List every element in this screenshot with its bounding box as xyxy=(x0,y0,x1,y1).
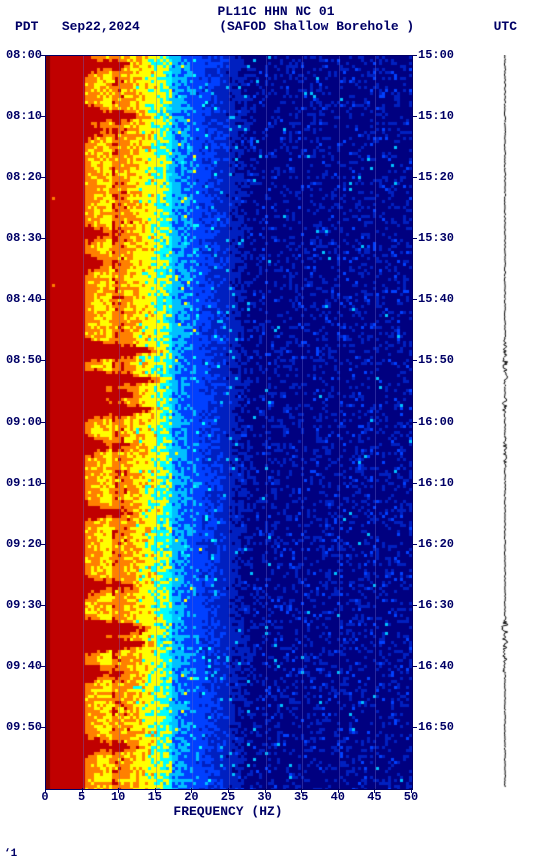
y-left-label: 09:10 xyxy=(2,476,42,490)
x-axis-title: FREQUENCY (HZ) xyxy=(45,804,411,819)
waveform-canvas xyxy=(500,55,510,788)
station-label: (SAFOD Shallow Borehole ) xyxy=(219,19,414,34)
y-left-label: 08:40 xyxy=(2,292,42,306)
waveform-trace xyxy=(500,55,510,788)
y-right-label: 16:20 xyxy=(418,537,458,551)
x-axis-labels: 05101520253035404550 xyxy=(45,790,411,805)
y-right-label: 16:00 xyxy=(418,415,458,429)
x-label: 20 xyxy=(184,790,198,804)
x-label: 50 xyxy=(404,790,418,804)
chart-subheader: PDT Sep22,2024 (SAFOD Shallow Borehole )… xyxy=(0,19,552,34)
y-left-label: 08:30 xyxy=(2,231,42,245)
x-label: 15 xyxy=(148,790,162,804)
y-right-label: 16:40 xyxy=(418,659,458,673)
y-right-label: 16:10 xyxy=(418,476,458,490)
chart-title: PL11C HHN NC 01 xyxy=(0,4,552,19)
spectrogram-canvas xyxy=(46,56,412,789)
y-right-label: 15:30 xyxy=(418,231,458,245)
x-label: 5 xyxy=(78,790,85,804)
y-axis-right-utc: 15:0015:1015:2015:3015:4015:5016:0016:10… xyxy=(418,55,458,788)
left-tz-label: PDT xyxy=(15,19,38,34)
chart-header: PL11C HHN NC 01 PDT Sep22,2024 (SAFOD Sh… xyxy=(0,4,552,34)
y-left-label: 08:10 xyxy=(2,109,42,123)
date-label: Sep22,2024 xyxy=(62,19,140,34)
x-label: 40 xyxy=(331,790,345,804)
y-right-label: 16:30 xyxy=(418,598,458,612)
y-right-label: 15:10 xyxy=(418,109,458,123)
corner-mark: ‘1 xyxy=(4,848,17,860)
y-left-label: 08:50 xyxy=(2,353,42,367)
y-left-label: 09:50 xyxy=(2,720,42,734)
y-right-label: 15:40 xyxy=(418,292,458,306)
y-left-label: 08:20 xyxy=(2,170,42,184)
y-ticks-right xyxy=(412,55,417,788)
spectrogram-plot xyxy=(45,55,413,790)
y-right-label: 15:50 xyxy=(418,353,458,367)
y-right-label: 15:00 xyxy=(418,48,458,62)
y-right-label: 16:50 xyxy=(418,720,458,734)
y-left-label: 09:30 xyxy=(2,598,42,612)
x-label: 25 xyxy=(221,790,235,804)
y-axis-left-pdt: 08:0008:1008:2008:3008:4008:5009:0009:10… xyxy=(2,55,42,788)
x-label: 45 xyxy=(367,790,381,804)
x-label: 10 xyxy=(111,790,125,804)
y-left-label: 09:40 xyxy=(2,659,42,673)
y-left-label: 08:00 xyxy=(2,48,42,62)
x-label: 35 xyxy=(294,790,308,804)
x-label: 30 xyxy=(257,790,271,804)
right-tz-label: UTC xyxy=(494,19,517,34)
y-left-label: 09:00 xyxy=(2,415,42,429)
x-label: 0 xyxy=(41,790,48,804)
y-left-label: 09:20 xyxy=(2,537,42,551)
y-right-label: 15:20 xyxy=(418,170,458,184)
